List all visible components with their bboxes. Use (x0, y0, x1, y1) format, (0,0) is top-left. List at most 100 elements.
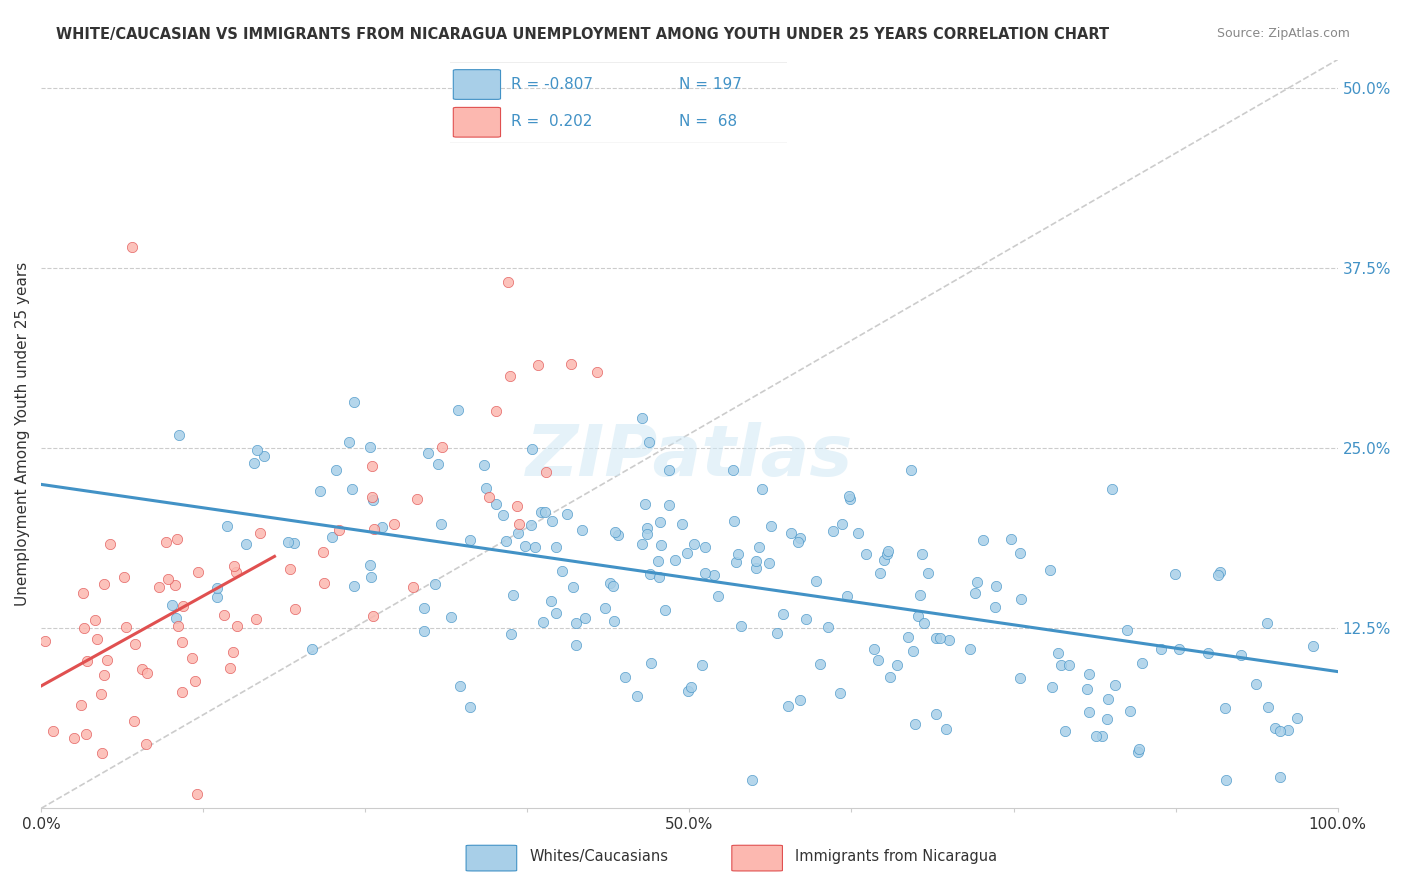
Point (863, 642, 886, 657)
Point (499, 368, 522, 383)
Point (1039, 562, 1062, 576)
Point (70, 698, 93, 713)
Point (112, 570, 135, 584)
Point (540, 594, 562, 608)
Point (96, 653, 118, 667)
Point (1076, 681, 1098, 696)
Point (135, 665, 157, 680)
Point (823, 524, 845, 538)
Point (636, 527, 658, 541)
Point (520, 442, 543, 456)
Point (640, 657, 662, 671)
Point (363, 522, 385, 536)
Point (72, 585, 94, 599)
Point (766, 625, 789, 640)
Point (648, 570, 671, 584)
Point (751, 482, 773, 496)
Point (485, 404, 508, 418)
Point (721, 463, 744, 477)
Point (1168, 642, 1191, 657)
Point (508, 516, 530, 531)
Point (869, 566, 891, 581)
Point (1277, 723, 1299, 737)
Point (359, 558, 381, 572)
Point (879, 670, 901, 684)
Point (205, 590, 228, 604)
Point (565, 638, 588, 652)
Point (276, 534, 298, 549)
Point (520, 518, 543, 533)
Point (648, 515, 671, 529)
Point (786, 535, 808, 549)
Point (963, 586, 986, 600)
Point (924, 707, 946, 722)
Point (593, 601, 616, 615)
Point (284, 601, 307, 615)
Point (846, 526, 869, 541)
Point (242, 456, 264, 470)
Point (186, 787, 208, 801)
Point (360, 490, 382, 504)
Point (654, 603, 676, 617)
Point (225, 565, 247, 579)
Point (301, 641, 323, 656)
Point (155, 535, 177, 549)
Point (76, 654, 98, 668)
Point (342, 579, 364, 593)
Point (838, 489, 860, 503)
Point (1256, 616, 1278, 631)
Point (167, 619, 190, 633)
Point (561, 580, 583, 594)
Point (789, 692, 811, 706)
Text: Immigrants from Nicaragua: Immigrants from Nicaragua (796, 849, 997, 863)
Point (1040, 680, 1063, 694)
Point (828, 686, 851, 700)
Point (1215, 772, 1237, 787)
Point (73, 621, 96, 635)
Point (897, 630, 920, 644)
Point (224, 558, 246, 573)
Point (219, 660, 242, 674)
Point (156, 572, 179, 586)
Point (439, 610, 461, 624)
Point (42, 723, 65, 738)
Point (1091, 729, 1114, 743)
Point (541, 514, 564, 528)
Text: R =  0.202: R = 0.202 (510, 114, 592, 129)
Point (904, 717, 927, 731)
Point (745, 561, 768, 575)
Point (808, 657, 831, 672)
Point (664, 553, 686, 567)
Point (342, 482, 364, 496)
FancyBboxPatch shape (733, 846, 783, 871)
Point (730, 619, 752, 633)
Point (495, 533, 517, 548)
Point (780, 526, 803, 541)
Point (165, 611, 187, 625)
Text: N =  68: N = 68 (679, 114, 738, 129)
Point (758, 556, 780, 570)
Point (1097, 692, 1119, 706)
Point (1077, 705, 1099, 719)
FancyBboxPatch shape (453, 70, 501, 99)
Point (855, 548, 877, 562)
Point (1078, 667, 1101, 681)
Point (935, 723, 957, 737)
Point (910, 588, 932, 602)
Point (626, 689, 648, 703)
Point (1010, 671, 1032, 685)
Point (984, 599, 1007, 614)
Point (745, 554, 768, 568)
Point (676, 546, 699, 560)
Point (534, 465, 557, 479)
Point (837, 589, 859, 603)
Point (359, 440, 381, 454)
Point (245, 612, 267, 626)
Point (172, 599, 194, 613)
Point (384, 516, 406, 531)
Point (901, 643, 924, 657)
Point (606, 528, 628, 542)
Point (412, 601, 434, 615)
Point (1213, 701, 1236, 715)
Point (1268, 770, 1291, 784)
